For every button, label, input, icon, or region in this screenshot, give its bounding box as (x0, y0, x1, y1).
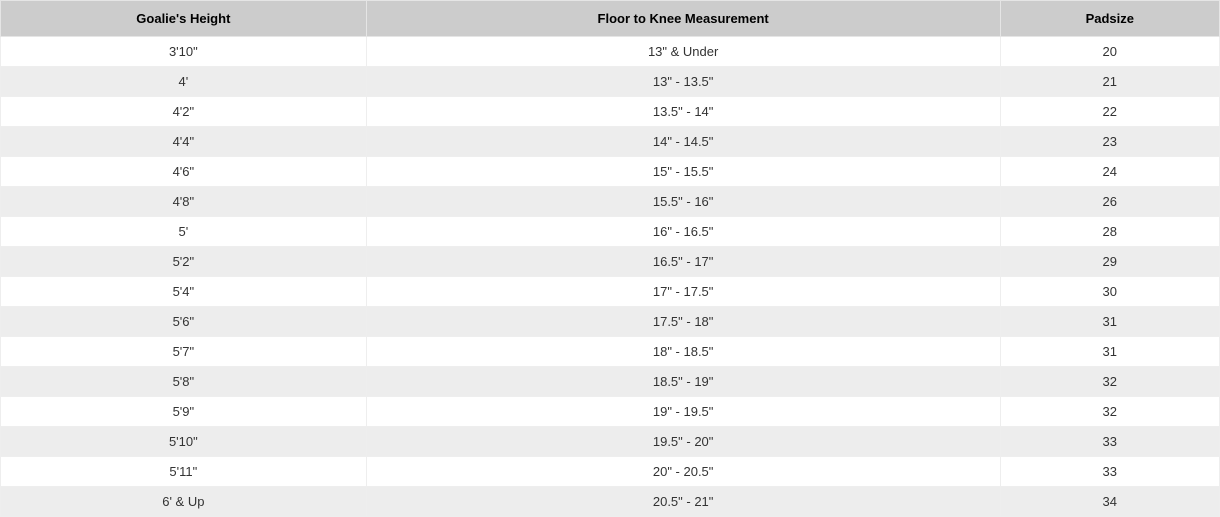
cell-floor-to-knee: 18.5" - 19" (366, 367, 1000, 397)
cell-floor-to-knee: 18" - 18.5" (366, 337, 1000, 367)
cell-padsize: 29 (1000, 247, 1219, 277)
cell-height: 5'10" (1, 427, 367, 457)
cell-floor-to-knee: 14" - 14.5" (366, 127, 1000, 157)
cell-floor-to-knee: 20.5" - 21" (366, 487, 1000, 517)
cell-padsize: 23 (1000, 127, 1219, 157)
cell-height: 3'10" (1, 37, 367, 67)
table-row: 5'6"17.5" - 18"31 (1, 307, 1220, 337)
cell-height: 4'4" (1, 127, 367, 157)
header-floor-to-knee: Floor to Knee Measurement (366, 1, 1000, 37)
header-height: Goalie's Height (1, 1, 367, 37)
cell-height: 5' (1, 217, 367, 247)
cell-floor-to-knee: 13" - 13.5" (366, 67, 1000, 97)
cell-height: 4'8" (1, 187, 367, 217)
cell-height: 5'11" (1, 457, 367, 487)
header-row: Goalie's Height Floor to Knee Measuremen… (1, 1, 1220, 37)
cell-padsize: 31 (1000, 307, 1219, 337)
cell-floor-to-knee: 20" - 20.5" (366, 457, 1000, 487)
cell-floor-to-knee: 19.5" - 20" (366, 427, 1000, 457)
cell-padsize: 33 (1000, 427, 1219, 457)
cell-padsize: 28 (1000, 217, 1219, 247)
cell-padsize: 20 (1000, 37, 1219, 67)
table-row: 4'6"15" - 15.5"24 (1, 157, 1220, 187)
cell-padsize: 30 (1000, 277, 1219, 307)
table-row: 4'13" - 13.5"21 (1, 67, 1220, 97)
size-chart-table: Goalie's Height Floor to Knee Measuremen… (0, 0, 1220, 517)
table-row: 5'4"17" - 17.5"30 (1, 277, 1220, 307)
cell-height: 5'9" (1, 397, 367, 427)
cell-floor-to-knee: 15" - 15.5" (366, 157, 1000, 187)
table-row: 3'10"13" & Under20 (1, 37, 1220, 67)
table-row: 5'16" - 16.5"28 (1, 217, 1220, 247)
cell-padsize: 32 (1000, 397, 1219, 427)
header-padsize: Padsize (1000, 1, 1219, 37)
cell-floor-to-knee: 13" & Under (366, 37, 1000, 67)
table-row: 5'10"19.5" - 20"33 (1, 427, 1220, 457)
cell-floor-to-knee: 17.5" - 18" (366, 307, 1000, 337)
table-body: 3'10"13" & Under204'13" - 13.5"214'2"13.… (1, 37, 1220, 517)
table-row: 5'7"18" - 18.5"31 (1, 337, 1220, 367)
cell-floor-to-knee: 15.5" - 16" (366, 187, 1000, 217)
cell-padsize: 31 (1000, 337, 1219, 367)
cell-padsize: 24 (1000, 157, 1219, 187)
cell-padsize: 22 (1000, 97, 1219, 127)
cell-height: 4'2" (1, 97, 367, 127)
cell-floor-to-knee: 16" - 16.5" (366, 217, 1000, 247)
cell-height: 5'2" (1, 247, 367, 277)
table-row: 5'11"20" - 20.5"33 (1, 457, 1220, 487)
cell-padsize: 21 (1000, 67, 1219, 97)
cell-height: 5'7" (1, 337, 367, 367)
cell-floor-to-knee: 16.5" - 17" (366, 247, 1000, 277)
cell-floor-to-knee: 17" - 17.5" (366, 277, 1000, 307)
table-row: 4'8"15.5" - 16"26 (1, 187, 1220, 217)
table-row: 6' & Up20.5" - 21"34 (1, 487, 1220, 517)
table-row: 4'2"13.5" - 14"22 (1, 97, 1220, 127)
cell-height: 5'8" (1, 367, 367, 397)
cell-height: 5'6" (1, 307, 367, 337)
cell-height: 4' (1, 67, 367, 97)
cell-padsize: 26 (1000, 187, 1219, 217)
cell-padsize: 32 (1000, 367, 1219, 397)
cell-floor-to-knee: 13.5" - 14" (366, 97, 1000, 127)
cell-padsize: 34 (1000, 487, 1219, 517)
table-row: 5'8"18.5" - 19"32 (1, 367, 1220, 397)
cell-height: 4'6" (1, 157, 367, 187)
table-row: 5'9"19" - 19.5"32 (1, 397, 1220, 427)
table-head: Goalie's Height Floor to Knee Measuremen… (1, 1, 1220, 37)
cell-padsize: 33 (1000, 457, 1219, 487)
table-row: 5'2"16.5" - 17"29 (1, 247, 1220, 277)
cell-floor-to-knee: 19" - 19.5" (366, 397, 1000, 427)
cell-height: 5'4" (1, 277, 367, 307)
size-chart-container: Goalie's Height Floor to Knee Measuremen… (0, 0, 1220, 517)
table-row: 4'4"14" - 14.5"23 (1, 127, 1220, 157)
cell-height: 6' & Up (1, 487, 367, 517)
